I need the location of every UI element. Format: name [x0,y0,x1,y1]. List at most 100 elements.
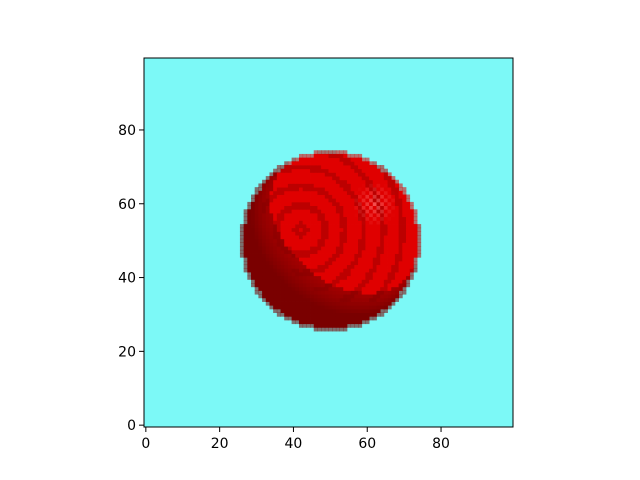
image-pixel [295,198,300,203]
image-pixel [239,238,245,243]
image-pixel [298,294,304,299]
image-pixel [343,279,348,284]
image-pixel [346,253,352,258]
image-pixel [372,172,377,177]
image-pixel [332,201,337,206]
x-tick-label: 80 [432,436,450,452]
image-pixel [273,201,278,206]
image-pixel [239,231,245,236]
image-pixel [328,242,333,247]
image-pixel [310,301,315,306]
image-pixel [361,290,366,295]
image-pixel [317,198,322,203]
image-pixel [243,220,248,225]
image-pixel [346,323,352,328]
image-pixel [254,209,259,214]
image-pixel [291,283,296,288]
image-pixel [372,183,377,188]
image-pixel [391,224,396,229]
image-pixel [369,316,374,321]
image-pixel [405,272,411,277]
image-pixel [262,209,267,214]
image-pixel [306,279,311,284]
image-pixel [402,283,407,288]
image-pixel [273,257,278,262]
image-pixel [306,323,311,328]
image-pixel [265,176,270,181]
image-pixel [306,319,311,325]
image-pixel [391,190,396,195]
image-pixel [310,179,315,184]
image-pixel [265,227,270,232]
image-pixel [380,264,385,269]
image-pixel [302,157,307,162]
image-pixel [291,235,296,240]
image-pixel [413,257,418,262]
image-pixel [398,286,403,291]
image-pixel [332,183,337,188]
image-pixel [380,246,385,251]
image-pixel [284,172,289,177]
image-pixel [251,238,256,243]
image-pixel [343,305,348,310]
image-pixel [369,290,374,295]
image-pixel [339,257,344,262]
image-pixel [350,227,355,232]
image-pixel [405,231,411,236]
image-pixel [310,216,315,221]
image-pixel [258,275,263,280]
image-pixel [361,242,366,247]
image-pixel [413,268,418,273]
image-pixel [287,179,292,184]
image-pixel [295,235,300,240]
image-pixel [276,194,281,199]
image-pixel [251,260,256,266]
image-pixel [350,179,355,184]
image-pixel [365,172,370,177]
image-pixel [291,308,296,314]
image-pixel [324,305,329,310]
image-pixel [287,272,292,277]
image-pixel [239,227,245,232]
image-pixel [306,242,311,247]
image-pixel [391,238,396,243]
image-pixel [335,312,340,317]
image-pixel [346,290,352,295]
image-pixel [284,316,289,321]
image-pixel [358,238,363,243]
image-pixel [273,238,278,243]
image-pixel [251,212,256,218]
image-pixel [317,216,322,221]
image-pixel [354,153,359,159]
image-pixel [324,264,329,269]
image-pixel [343,301,348,306]
image-pixel [402,246,407,251]
image-pixel [339,246,344,251]
image-pixel [402,272,407,277]
image-pixel [335,198,340,203]
image-pixel [372,264,377,269]
image-pixel [372,190,377,195]
image-pixel [376,172,381,177]
image-pixel [269,231,274,236]
image-pixel [262,190,267,195]
image-pixel [372,165,377,170]
image-pixel [258,224,263,229]
image-pixel [343,168,348,173]
image-pixel [298,279,304,284]
image-pixel [295,268,300,273]
image-pixel [251,231,256,236]
image-pixel [276,294,281,299]
image-pixel [413,238,418,243]
image-pixel [343,249,348,254]
image-pixel [380,179,385,184]
image-pixel [383,235,388,240]
image-pixel [372,161,377,166]
image-pixel [328,319,333,325]
image-pixel [376,165,381,170]
image-pixel [269,257,274,262]
image-pixel [343,312,348,317]
image-pixel [358,260,363,266]
image-pixel [383,260,388,266]
image-pixel [372,253,377,258]
